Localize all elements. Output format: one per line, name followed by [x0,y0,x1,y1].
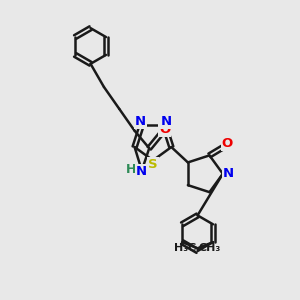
Text: O: O [159,123,170,136]
Text: N: N [136,166,147,178]
Text: N: N [223,167,234,180]
Text: N: N [160,116,171,128]
Text: CH₃: CH₃ [199,243,221,253]
Text: N: N [135,116,146,128]
Text: H: H [126,163,136,176]
Text: H₃C: H₃C [174,243,197,253]
Text: S: S [148,158,158,171]
Text: O: O [222,137,233,150]
